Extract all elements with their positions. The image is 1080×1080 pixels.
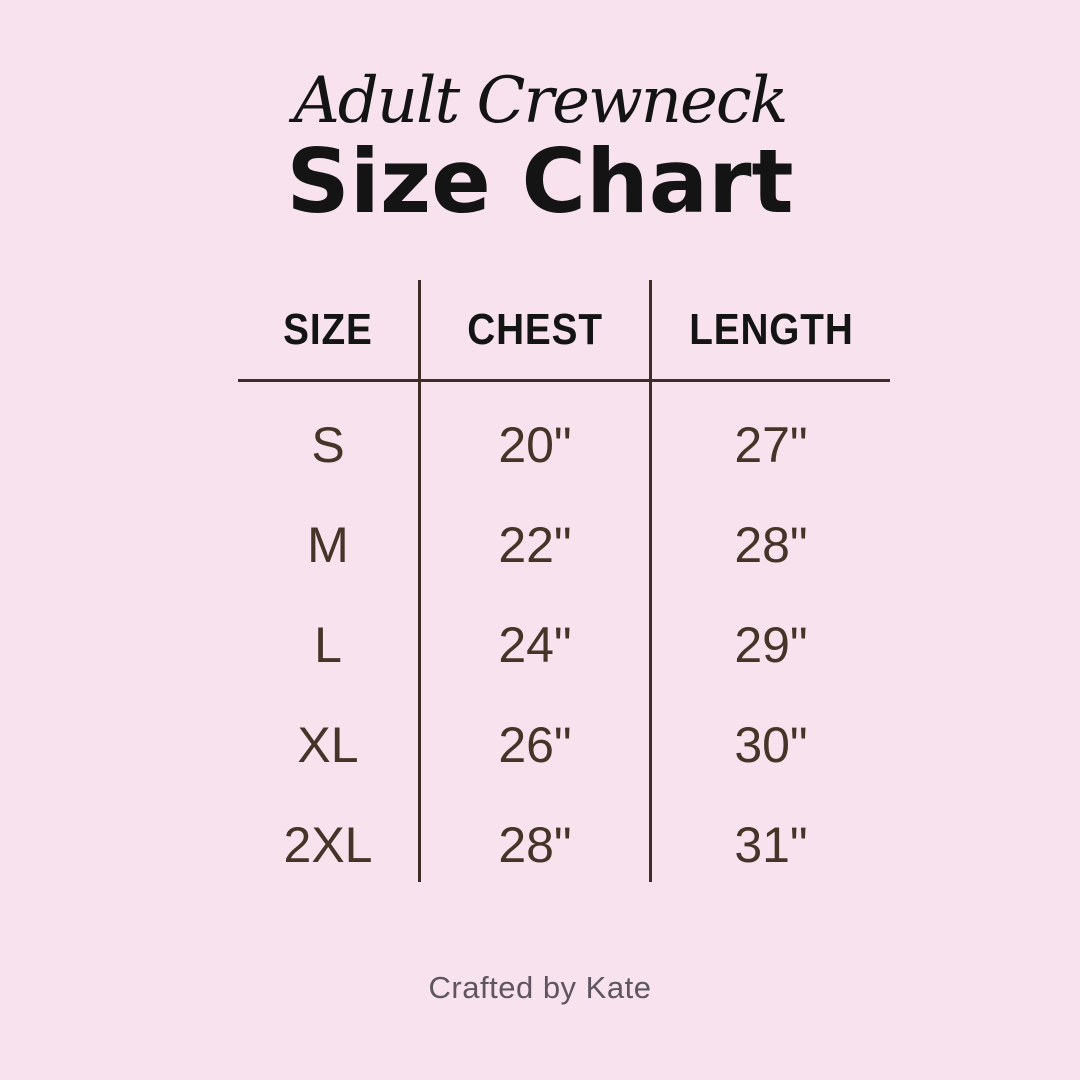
column-header-length: LENGTH — [652, 280, 890, 382]
footer-credit: Crafted by Kate — [428, 970, 652, 1005]
chest-value: 26" — [418, 682, 652, 782]
size-label: L — [314, 617, 342, 673]
collection-script-subtitle: Adult Crewneck — [293, 64, 789, 138]
size-label: M — [307, 517, 349, 573]
page-title: Size Chart — [286, 130, 794, 233]
column-header-label: CHEST — [467, 304, 603, 354]
chest-value: 24" — [418, 582, 652, 682]
chest-value: 22" — [418, 482, 652, 582]
length-value: 29" — [734, 617, 808, 673]
length-value: 27" — [734, 417, 808, 473]
length-value: 31" — [734, 817, 808, 873]
column-header-label: LENGTH — [688, 304, 854, 354]
size-label: S — [311, 417, 345, 473]
column-header-chest: CHEST — [418, 280, 652, 382]
size-label: 2XL — [283, 817, 373, 873]
size-table: SIZE CHEST LENGTH S 20" 27" M 22" 28" L 24" 29" XL 26… — [238, 280, 890, 882]
length-value: 28" — [734, 517, 808, 573]
column-header-size: SIZE — [238, 280, 418, 382]
chest-value: 28" — [418, 782, 652, 882]
chest-value: 20" — [418, 382, 652, 482]
length-value: 30" — [734, 717, 808, 773]
column-header-label: SIZE — [283, 304, 373, 354]
size-label: XL — [297, 717, 359, 773]
